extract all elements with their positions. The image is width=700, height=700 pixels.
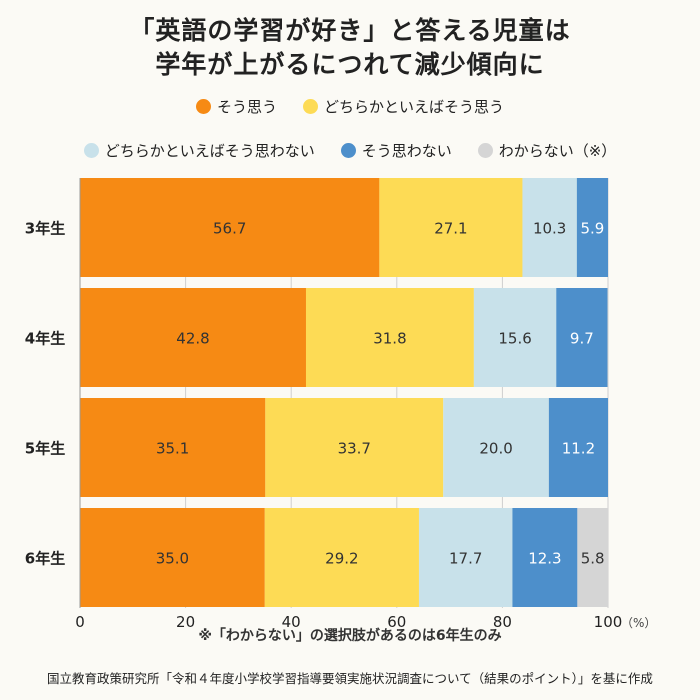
bar-segment-6nensei-s1 — [264, 508, 419, 607]
legend-item-wakaranai: わからない（※） — [477, 140, 617, 161]
legend-item-dochiraka-sou-omou: どちらかといえばそう思う — [303, 96, 504, 117]
legend-label: どちらかといえばそう思う — [324, 98, 505, 116]
bar-segment-4nensei-s3 — [556, 288, 608, 387]
legend-item-sou-omou: そう思う — [195, 96, 277, 117]
legend-swatch — [477, 143, 493, 158]
x-tick-label: 80 — [493, 613, 512, 631]
legend-label: そう思う — [216, 98, 277, 116]
legend-label: どちらかといえばそう思わない — [104, 142, 315, 160]
x-tick-label: 40 — [282, 613, 301, 631]
data-label: 11.2 — [562, 440, 595, 458]
data-label: 15.6 — [498, 330, 531, 348]
category-label-6nensei: 6年生 — [25, 550, 65, 568]
data-label: 31.8 — [373, 330, 406, 348]
legend-item-sou-omowanai: そう思わない — [340, 140, 452, 161]
legend-row-2: どちらかといえばそう思わない そう思わない わからない（※） — [0, 140, 700, 161]
bar-segment-6nensei-s2 — [418, 508, 513, 607]
category-label-4nensei: 4年生 — [25, 330, 65, 348]
chart-title-line1: 「英語の学習が好き」と答える児童は — [129, 16, 571, 45]
data-label: 33.7 — [338, 440, 371, 458]
legend-swatch — [83, 143, 99, 158]
bar-segment-6nensei-s0 — [80, 508, 265, 607]
bar-segment-6nensei-s3 — [512, 508, 578, 607]
data-label: 27.1 — [434, 220, 467, 238]
bar-segment-5nensei-s1 — [265, 398, 444, 497]
bar-segment-3nensei-s0 — [80, 178, 380, 277]
footnote: ※「わからない」の選択肢があるのは6年生のみ — [198, 628, 502, 644]
category-label-5nensei: 5年生 — [25, 440, 65, 458]
data-label: 9.7 — [570, 330, 594, 348]
x-tick-label: 100 — [594, 613, 623, 631]
x-tick-label: 0 — [75, 613, 85, 631]
data-label: 5.8 — [581, 550, 605, 568]
data-label: 42.8 — [176, 330, 209, 348]
data-label: 12.3 — [528, 550, 561, 568]
bar-segment-4nensei-s2 — [473, 288, 557, 387]
chart-title-line2: 学年が上がるにつれて減少傾向に — [155, 50, 545, 79]
data-label: 35.1 — [156, 440, 189, 458]
bar-segment-5nensei-s3 — [548, 398, 608, 497]
bar-segment-3nensei-s1 — [379, 178, 523, 277]
data-label: 35.0 — [156, 550, 189, 568]
source-note: 国立教育政策研究所「令和４年度小学校学習指導要領実施状況調査について（結果のポイ… — [47, 671, 653, 686]
data-label: 20.0 — [479, 440, 512, 458]
legend-label: そう思わない — [361, 142, 452, 160]
legend-swatch — [303, 99, 318, 114]
bar-segment-5nensei-s0 — [80, 398, 266, 497]
bar-segment-4nensei-s0 — [80, 288, 306, 387]
x-axis-unit: （%） — [621, 616, 656, 630]
category-label-3nensei: 3年生 — [25, 220, 65, 238]
bar-segment-6nensei-s4 — [577, 508, 608, 607]
bar-segment-4nensei-s1 — [305, 288, 474, 387]
legend-swatch — [340, 143, 356, 158]
x-tick-label: 60 — [387, 613, 406, 631]
data-label: 56.7 — [213, 220, 246, 238]
data-label: 5.9 — [580, 220, 604, 238]
chart-title: 「英語の学習が好き」と答える児童は 学年が上がるにつれて減少傾向に — [0, 14, 700, 82]
data-label: 17.7 — [449, 550, 482, 568]
bar-segment-5nensei-s2 — [443, 398, 549, 497]
x-tick-label: 20 — [176, 613, 195, 631]
legend-item-dochiraka-omowanai: どちらかといえばそう思わない — [83, 140, 315, 161]
bar-segment-3nensei-s3 — [576, 178, 608, 277]
data-label: 29.2 — [325, 550, 358, 568]
bar-segment-3nensei-s2 — [522, 178, 577, 277]
legend-row-1: そう思う どちらかといえばそう思う — [0, 96, 700, 117]
legend-label: わからない（※） — [498, 142, 617, 160]
legend-swatch — [195, 99, 211, 114]
data-label: 10.3 — [533, 220, 566, 238]
